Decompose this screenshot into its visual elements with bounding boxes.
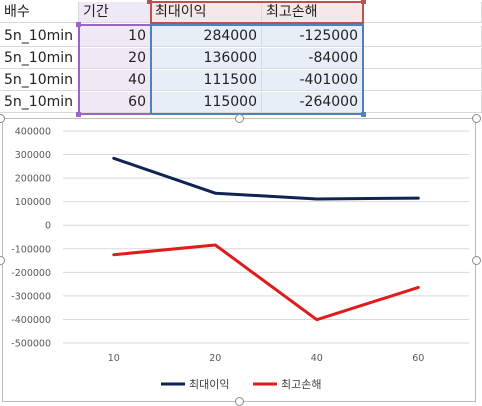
header-multiplier[interactable]: 배수 [0, 2, 79, 23]
cell-period[interactable]: 40 [79, 70, 151, 91]
cell-period[interactable]: 60 [79, 92, 151, 113]
spreadsheet-range: 배수 기간 최대이익 최고손해 5n_10min 10 284000 -1250… [0, 0, 482, 117]
chart-resize-handle[interactable] [235, 114, 244, 123]
cell-max-loss[interactable]: -84000 [262, 48, 363, 69]
range-resize-handle[interactable] [76, 112, 81, 117]
y-tick-label: 200000 [15, 174, 51, 185]
range-resize-handle[interactable] [147, 0, 152, 4]
y-tick-label: -100000 [11, 244, 51, 255]
line-chart[interactable]: 400000 300000 200000 100000 0 -100000 -200000 -… [2, 118, 476, 402]
cell-max-loss[interactable]: -264000 [262, 92, 363, 113]
x-tick-label: 20 [209, 353, 221, 364]
empty-cell[interactable] [363, 26, 482, 47]
y-tick-label: 0 [45, 221, 51, 232]
cell-max-profit[interactable]: 111500 [151, 70, 262, 91]
cell-multiplier[interactable]: 5n_10min [0, 48, 79, 69]
y-tick-label: 400000 [15, 127, 51, 138]
y-tick-label: -200000 [11, 268, 51, 279]
cell-max-profit[interactable]: 284000 [151, 26, 262, 47]
cell-max-profit[interactable]: 136000 [151, 48, 262, 69]
cell-max-loss[interactable]: -125000 [262, 26, 363, 47]
y-tick-label: -400000 [11, 315, 51, 326]
cell-multiplier[interactable]: 5n_10min [0, 26, 79, 47]
series-line-2 [112, 243, 420, 322]
header-max-loss[interactable]: 최고손해 [262, 2, 363, 23]
chart-resize-handle[interactable] [472, 114, 481, 123]
y-tick-label: 300000 [15, 150, 51, 161]
chart-plot: 400000 300000 200000 100000 0 -100000 -200000 -… [11, 127, 469, 391]
cell-period[interactable]: 20 [79, 48, 151, 69]
y-tick-label: -500000 [11, 339, 51, 350]
cell-period[interactable]: 10 [79, 26, 151, 47]
cell-multiplier[interactable]: 5n_10min [0, 70, 79, 91]
y-tick-label: -300000 [11, 291, 51, 302]
legend-label: 최고손해 [281, 377, 321, 391]
empty-cell[interactable] [363, 2, 482, 23]
x-tick-label: 40 [311, 353, 323, 364]
range-resize-handle[interactable] [361, 112, 366, 117]
cell-max-loss[interactable]: -401000 [262, 70, 363, 91]
range-resize-handle[interactable] [76, 22, 81, 27]
empty-cell[interactable] [363, 70, 482, 91]
header-period[interactable]: 기간 [79, 2, 151, 23]
empty-cell[interactable] [363, 48, 482, 69]
range-resize-handle[interactable] [361, 0, 366, 4]
cell-max-profit[interactable]: 115000 [151, 92, 262, 113]
series-line-1 [112, 156, 420, 201]
header-max-profit[interactable]: 최대이익 [151, 2, 262, 23]
chart-resize-handle[interactable] [472, 256, 481, 265]
cell-multiplier[interactable]: 5n_10min [0, 92, 79, 113]
x-tick-label: 10 [108, 353, 120, 364]
y-tick-label: 100000 [15, 197, 51, 208]
empty-cell[interactable] [363, 92, 482, 113]
legend-label: 최대이익 [189, 378, 229, 391]
chart-resize-handle[interactable] [0, 256, 5, 265]
chart-resize-handle[interactable] [0, 114, 5, 123]
x-tick-label: 60 [412, 353, 424, 364]
